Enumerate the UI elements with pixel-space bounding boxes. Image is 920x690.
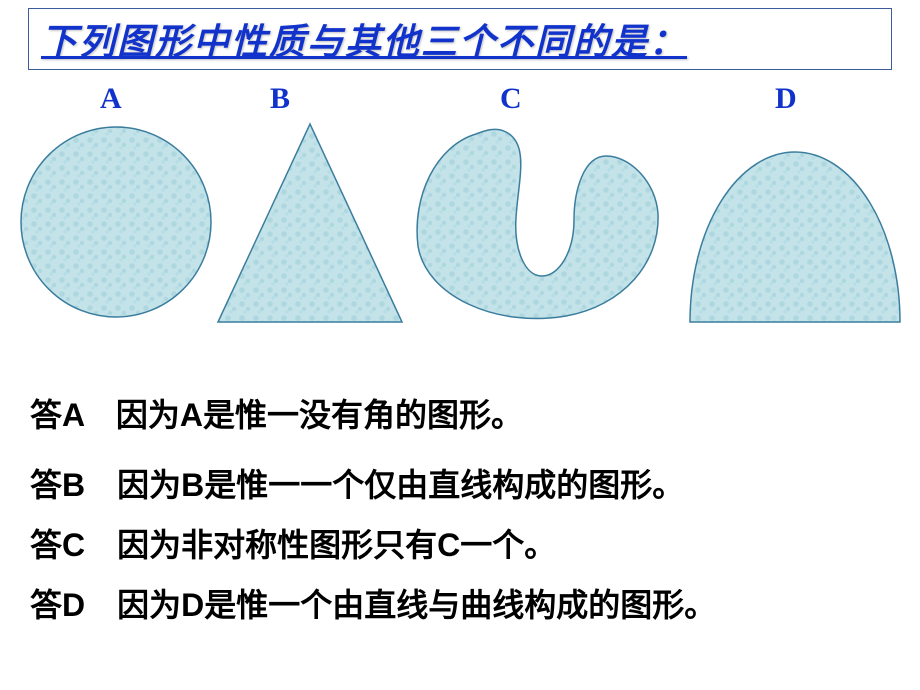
label-a: A (100, 82, 122, 116)
shape-a (16, 122, 216, 327)
answer-c: 答C 因为非对称性图形只有C一个。 (30, 520, 556, 566)
answer-a: 答A 因为A是惟一没有角的图形。 (30, 390, 523, 436)
label-b: B (270, 82, 290, 116)
answer-b: 答B 因为B是惟一一个仅由直线构成的图形。 (30, 460, 684, 506)
label-d: D (775, 82, 797, 116)
answer-d: 答D 因为D是惟一个由直线与曲线构成的图形。 (30, 580, 716, 626)
shapes-row (0, 122, 920, 342)
shape-d (680, 132, 910, 337)
shape-b (210, 118, 410, 333)
shape-c (406, 116, 666, 341)
question-box: 下列图形中性质与其他三个不同的是： (28, 8, 892, 70)
label-c: C (500, 82, 522, 116)
question-text: 下列图形中性质与其他三个不同的是： (41, 13, 687, 65)
